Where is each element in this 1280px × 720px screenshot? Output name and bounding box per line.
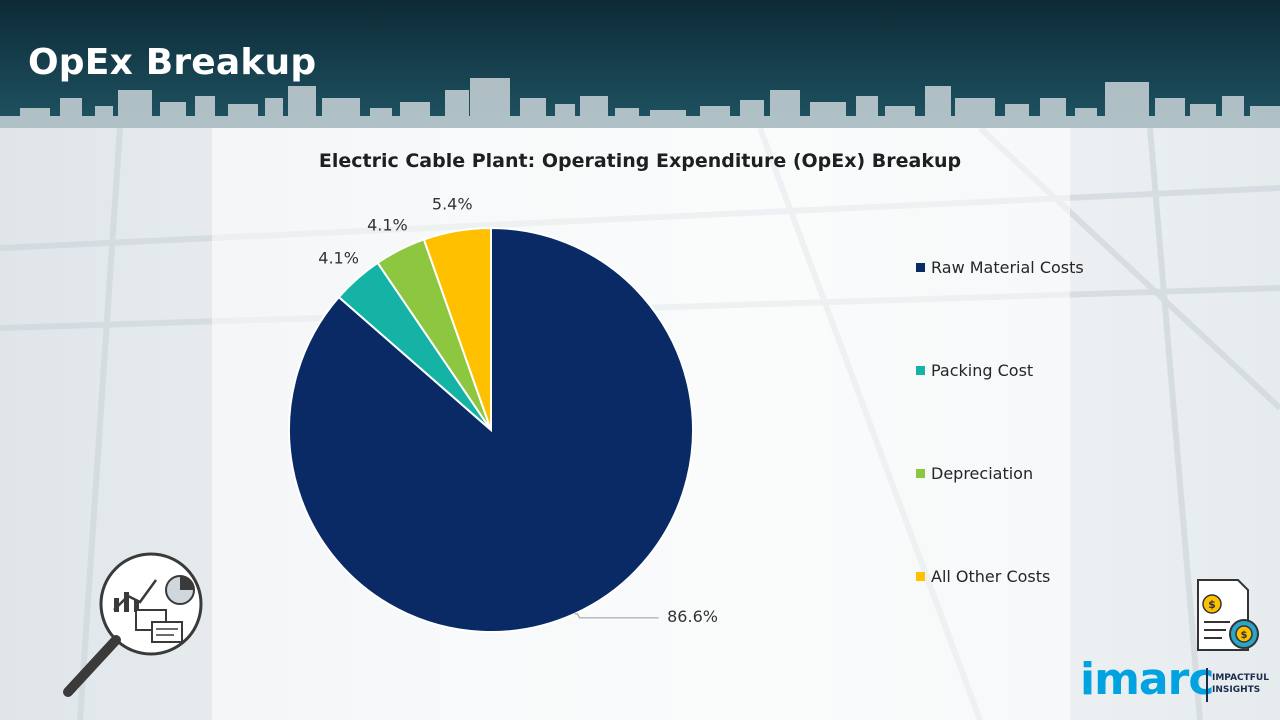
legend-swatch-raw-material-costs bbox=[916, 263, 925, 272]
legend-swatch-all-other-costs bbox=[916, 572, 925, 581]
legend-item-depreciation: Depreciation bbox=[916, 464, 1033, 483]
logo-divider bbox=[1206, 668, 1208, 702]
legend-swatch-packing-cost bbox=[916, 366, 925, 375]
data-label-packing-cost: 4.1% bbox=[318, 249, 359, 268]
header-banner: OpEx Breakup bbox=[0, 0, 1280, 128]
legend-item-packing-cost: Packing Cost bbox=[916, 361, 1033, 380]
legend-item-raw-material-costs: Raw Material Costs bbox=[916, 258, 1084, 277]
legend-label-raw-material-costs: Raw Material Costs bbox=[931, 258, 1084, 277]
magnifier-analytics-icon bbox=[63, 552, 203, 697]
data-label-depreciation: 4.1% bbox=[367, 216, 408, 235]
logo-tagline-line2: INSIGHTS bbox=[1212, 685, 1261, 695]
finance-document-icon: $ $ bbox=[1197, 579, 1259, 651]
chart-title: Electric Cable Plant: Operating Expendit… bbox=[318, 150, 962, 172]
data-label-raw-material-costs: 86.6% bbox=[667, 607, 718, 626]
svg-text:$: $ bbox=[1241, 630, 1248, 641]
svg-text:$: $ bbox=[1208, 598, 1216, 611]
pie-slice-all-other-costs bbox=[422, 226, 492, 431]
legend-item-all-other-costs: All Other Costs bbox=[916, 567, 1050, 586]
logo-tagline: IMPACTFUL INSIGHTS bbox=[1212, 672, 1269, 696]
imarc-logo: imarc bbox=[1080, 654, 1214, 705]
legend-label-depreciation: Depreciation bbox=[931, 464, 1034, 483]
leader-line-raw-material-costs bbox=[574, 613, 659, 619]
legend-label-packing-cost: Packing Cost bbox=[931, 361, 1034, 380]
data-label-all-other-costs: 5.4% bbox=[432, 194, 473, 213]
page-title: OpEx Breakup bbox=[28, 42, 317, 83]
legend-label-all-other-costs: All Other Costs bbox=[931, 567, 1051, 586]
logo-tagline-line1: IMPACTFUL bbox=[1212, 673, 1269, 683]
city-skyline-graphic bbox=[0, 78, 1280, 128]
legend-swatch-depreciation bbox=[916, 469, 925, 478]
